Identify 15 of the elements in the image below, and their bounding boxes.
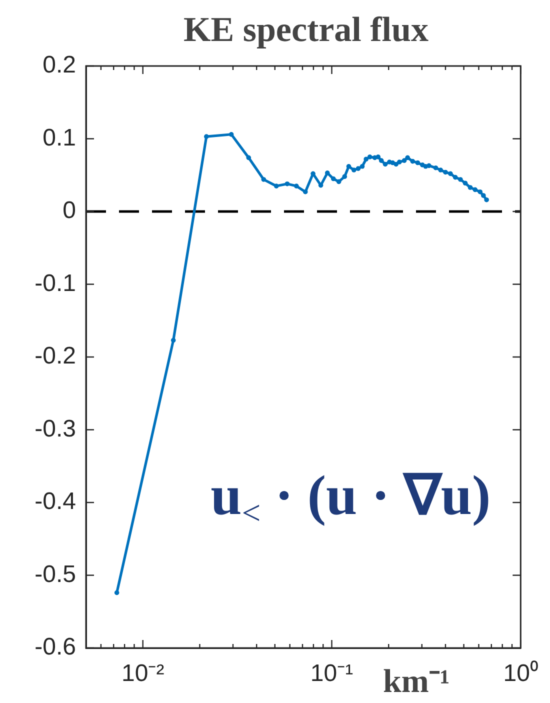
x-tick-label: 10⁻¹ (310, 660, 354, 688)
x-tick-label: 10⁰ (503, 660, 538, 688)
annotation: u$_{<}$ · (u · ∇u) (210, 464, 491, 532)
y-tick-label: -0.1 (34, 270, 76, 297)
x-tick-label: 10⁻² (122, 660, 164, 688)
y-tick-label: 0.2 (42, 52, 76, 79)
y-tick-label: -0.5 (34, 560, 76, 588)
y-tick-label: -0.2 (34, 342, 76, 370)
chart-title: KE spectral flux (182, 10, 430, 49)
x-axis-title: km⁻¹ (383, 664, 450, 700)
y-tick-label: 0.1 (42, 124, 76, 152)
y-tick-label: -0.3 (34, 415, 76, 442)
y-tick-label: -0.4 (34, 488, 76, 516)
y-tick-label: 0 (62, 197, 76, 224)
y-tick-label: -0.6 (34, 634, 76, 661)
